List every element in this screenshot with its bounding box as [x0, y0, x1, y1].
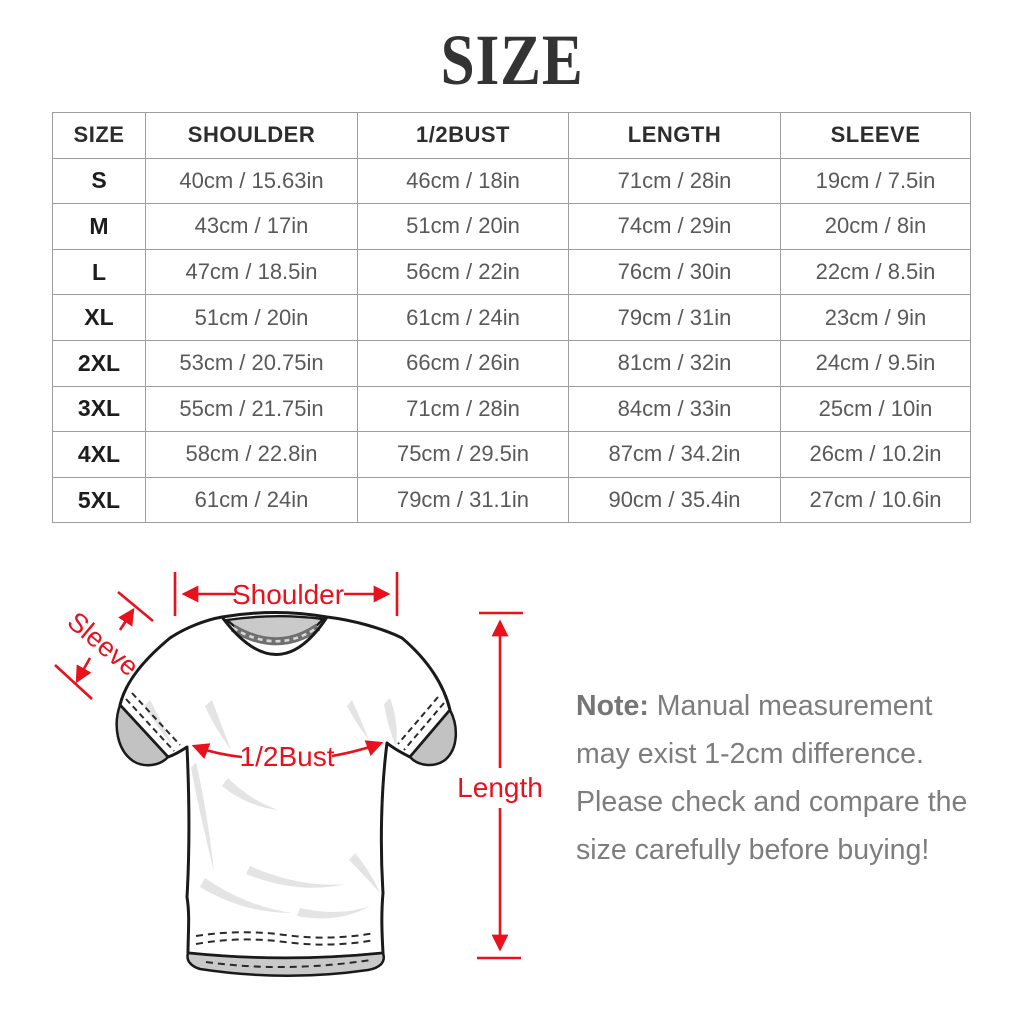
- table-row: XL 51cm / 20in 61cm / 24in 79cm / 31in 23cm …: [52, 294, 971, 341]
- measurement-cell: 23cm / 9in: [780, 294, 971, 341]
- size-cell: S: [52, 157, 146, 205]
- size-cell: 2XL: [52, 339, 146, 387]
- measurement-cell: 47cm / 18.5in: [145, 248, 358, 296]
- size-cell: M: [52, 203, 146, 250]
- column-header-size: SIZE: [52, 112, 146, 159]
- measurement-cell: 26cm / 10.2in: [780, 431, 971, 478]
- measurement-cell: 71cm / 28in: [357, 385, 569, 433]
- size-cell: XL: [52, 294, 146, 341]
- tshirt-hem: [186, 951, 385, 977]
- tshirt-body-outline: [118, 611, 452, 960]
- measurement-cell: 79cm / 31.1in: [357, 476, 569, 524]
- tshirt-hem-stitching: [195, 931, 376, 969]
- measurement-cell: 43cm / 17in: [145, 203, 358, 250]
- page-title: SIZE: [440, 20, 584, 100]
- sleeve-label: Sleeve: [62, 606, 145, 682]
- measurement-cell: 20cm / 8in: [780, 203, 971, 250]
- measurement-cell: 76cm / 30in: [568, 248, 781, 296]
- table-row: 3XL 55cm / 21.75in 71cm / 28in 84cm / 33in 2…: [52, 385, 971, 433]
- measurement-cell: 24cm / 9.5in: [780, 339, 971, 387]
- measurement-cell: 56cm / 22in: [357, 248, 569, 296]
- measurement-note: Note: Manual measurement may exist 1-2cm…: [576, 682, 982, 874]
- measurement-cell: 51cm / 20in: [357, 203, 569, 250]
- shoulder-label: Shoulder: [232, 579, 344, 610]
- bust-measure-arrow: [191, 740, 384, 760]
- measurement-cell: 61cm / 24in: [145, 476, 358, 524]
- measurement-annotations: [54, 572, 523, 960]
- measurement-cell: 81cm / 32in: [568, 339, 781, 387]
- note-text: Manual measurement may exist 1-2cm diffe…: [576, 690, 968, 866]
- sleeve-measure-arrow: [54, 590, 154, 700]
- size-table: SIZE SHOULDER 1/2BUST LENGTH SLEEVE S 40c…: [52, 112, 971, 524]
- measurement-cell: 61cm / 24in: [357, 294, 569, 341]
- tshirt-illustration: [115, 611, 457, 977]
- column-header-bust: 1/2BUST: [357, 112, 569, 159]
- measurement-cell: 79cm / 31in: [568, 294, 781, 341]
- measurement-cell: 22cm / 8.5in: [780, 248, 971, 296]
- measurement-cell: 75cm / 29.5in: [357, 431, 569, 478]
- column-header-shoulder: SHOULDER: [145, 112, 358, 159]
- measurement-cell: 90cm / 35.4in: [568, 476, 781, 524]
- column-header-sleeve: SLEEVE: [780, 112, 971, 159]
- measurement-cell: 19cm / 7.5in: [780, 157, 971, 205]
- measurement-cell: 51cm / 20in: [145, 294, 358, 341]
- measurement-cell: 46cm / 18in: [357, 157, 569, 205]
- measurement-cell: 58cm / 22.8in: [145, 431, 358, 478]
- length-measure-arrow: [477, 611, 523, 960]
- table-row: M 43cm / 17in 51cm / 20in 74cm / 29in 20cm /…: [52, 203, 971, 250]
- measurement-cell: 40cm / 15.63in: [145, 157, 358, 205]
- bust-label: 1/2Bust: [240, 741, 335, 772]
- size-cell: L: [52, 248, 146, 296]
- measurement-cell: 55cm / 21.75in: [145, 385, 358, 433]
- table-row: S 40cm / 15.63in 46cm / 18in 71cm / 28in 19c…: [52, 157, 971, 205]
- table-row: L 47cm / 18.5in 56cm / 22in 76cm / 30in 22cm…: [52, 248, 971, 296]
- size-table-header: SIZE SHOULDER 1/2BUST LENGTH SLEEVE: [52, 112, 971, 159]
- measurement-cell: 87cm / 34.2in: [568, 431, 781, 478]
- measurement-cell: 53cm / 20.75in: [145, 339, 358, 387]
- shoulder-measure-arrow: [173, 572, 399, 616]
- measurement-cell: 84cm / 33in: [568, 385, 781, 433]
- tshirt-collar-band: [220, 616, 329, 656]
- tshirt-left-cuff: [115, 702, 170, 767]
- tshirt-cuff-stitching: [125, 692, 445, 752]
- table-row: 2XL 53cm / 20.75in 66cm / 26in 81cm / 32in 2…: [52, 339, 971, 387]
- size-cell: 4XL: [52, 431, 146, 478]
- table-row: 4XL 58cm / 22.8in 75cm / 29.5in 87cm / 34.2…: [52, 431, 971, 478]
- measurement-cell: 27cm / 10.6in: [780, 476, 971, 524]
- size-cell: 3XL: [52, 385, 146, 433]
- measurement-cell: 71cm / 28in: [568, 157, 781, 205]
- measurement-cell: 66cm / 26in: [357, 339, 569, 387]
- length-label: Length: [457, 772, 543, 803]
- note-label: Note:: [576, 690, 649, 722]
- table-row: 5XL 61cm / 24in 79cm / 31.1in 90cm / 35.4in…: [52, 476, 971, 524]
- measurement-cell: 25cm / 10in: [780, 385, 971, 433]
- size-cell: 5XL: [52, 476, 146, 524]
- tshirt-right-cuff: [408, 707, 457, 767]
- tshirt-wrinkle-shadows: [144, 698, 397, 919]
